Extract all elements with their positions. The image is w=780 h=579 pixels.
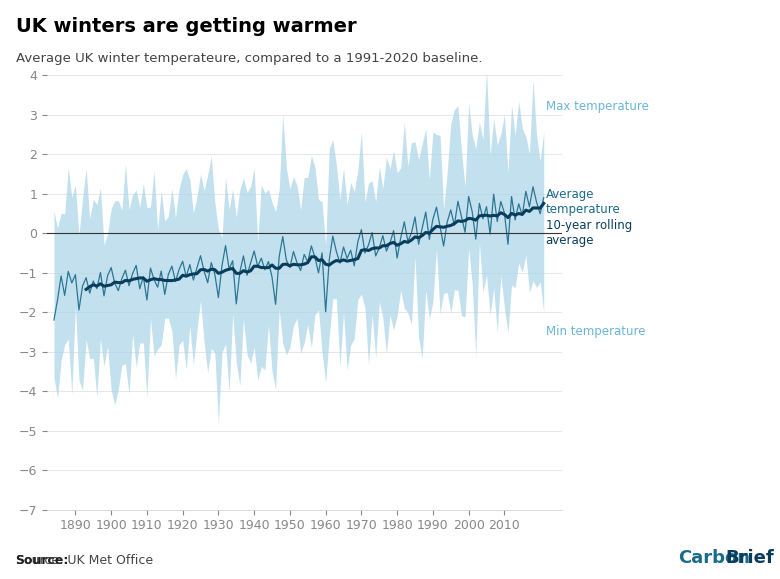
Text: Average
temperature: Average temperature: [545, 188, 620, 215]
Text: Carbon: Carbon: [679, 549, 750, 567]
Text: Source: UK Met Office: Source: UK Met Office: [16, 555, 153, 567]
Text: Max temperature: Max temperature: [545, 100, 648, 113]
Text: Min temperature: Min temperature: [545, 325, 645, 338]
Text: Brief: Brief: [725, 549, 775, 567]
Text: Average UK winter temperateure, compared to a 1991-2020 baseline.: Average UK winter temperateure, compared…: [16, 52, 482, 65]
Text: Source:: Source:: [16, 555, 69, 567]
Text: UK winters are getting warmer: UK winters are getting warmer: [16, 17, 356, 36]
Text: 10-year rolling
average: 10-year rolling average: [545, 219, 632, 247]
